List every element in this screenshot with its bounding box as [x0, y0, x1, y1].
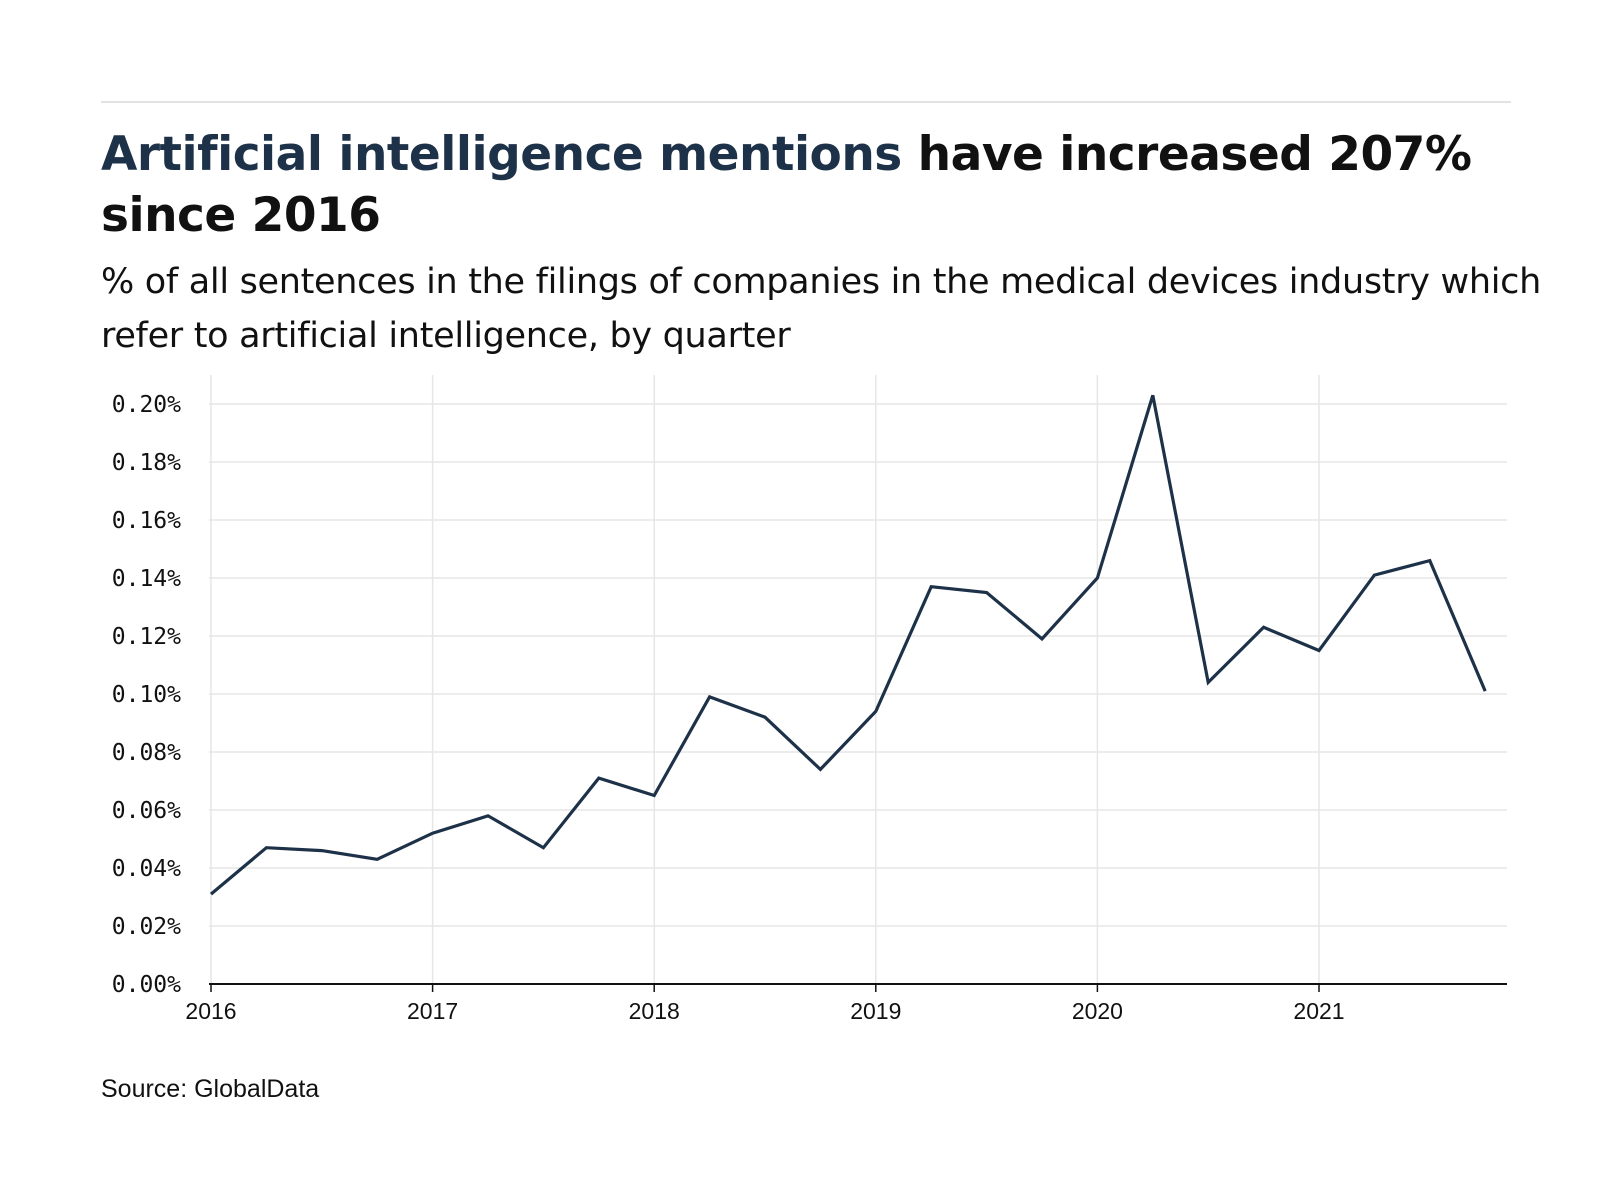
y-tick-label: 0.14% [112, 566, 181, 592]
y-tick-label: 0.12% [112, 624, 181, 650]
chart-subtitle: % of all sentences in the filings of com… [101, 262, 1541, 356]
y-tick-label: 0.20% [112, 392, 181, 418]
chart-title-rest: have increased 207% since 2016 [101, 127, 1472, 243]
axis-layer [209, 983, 1507, 992]
y-tick-label: 0.00% [112, 972, 181, 998]
x-tick-label: 2021 [1293, 998, 1344, 1024]
top-rule [101, 101, 1511, 103]
y-tick-label: 0.08% [112, 740, 181, 766]
series-line [209, 394, 1487, 896]
series-layer [209, 394, 1487, 896]
x-tick-label: 2018 [629, 998, 680, 1024]
y-tick-label: 0.06% [112, 798, 181, 824]
x-tick-label: 2019 [850, 998, 901, 1024]
y-tick-label: 0.16% [112, 508, 181, 534]
grid-layer [209, 375, 1507, 984]
chart-title: Artificial intelligence mentions have in… [101, 124, 1521, 246]
x-tick-label: 2016 [185, 998, 236, 1024]
y-tick-label: 0.02% [112, 914, 181, 940]
x-tick-label: 2020 [1072, 998, 1123, 1024]
chart-title-highlight: Artificial intelligence mentions [101, 127, 902, 182]
source-note: Source: GlobalData [101, 1075, 320, 1103]
y-tick-label: 0.04% [112, 856, 181, 882]
label-layer: 0.00% 0.02% 0.04% 0.06% 0.08% 0.10% 0.12% 0.14%… [112, 392, 1345, 1024]
y-tick-label: 0.10% [112, 682, 181, 708]
x-tick-label: 2017 [407, 998, 458, 1024]
y-tick-label: 0.18% [112, 450, 181, 476]
